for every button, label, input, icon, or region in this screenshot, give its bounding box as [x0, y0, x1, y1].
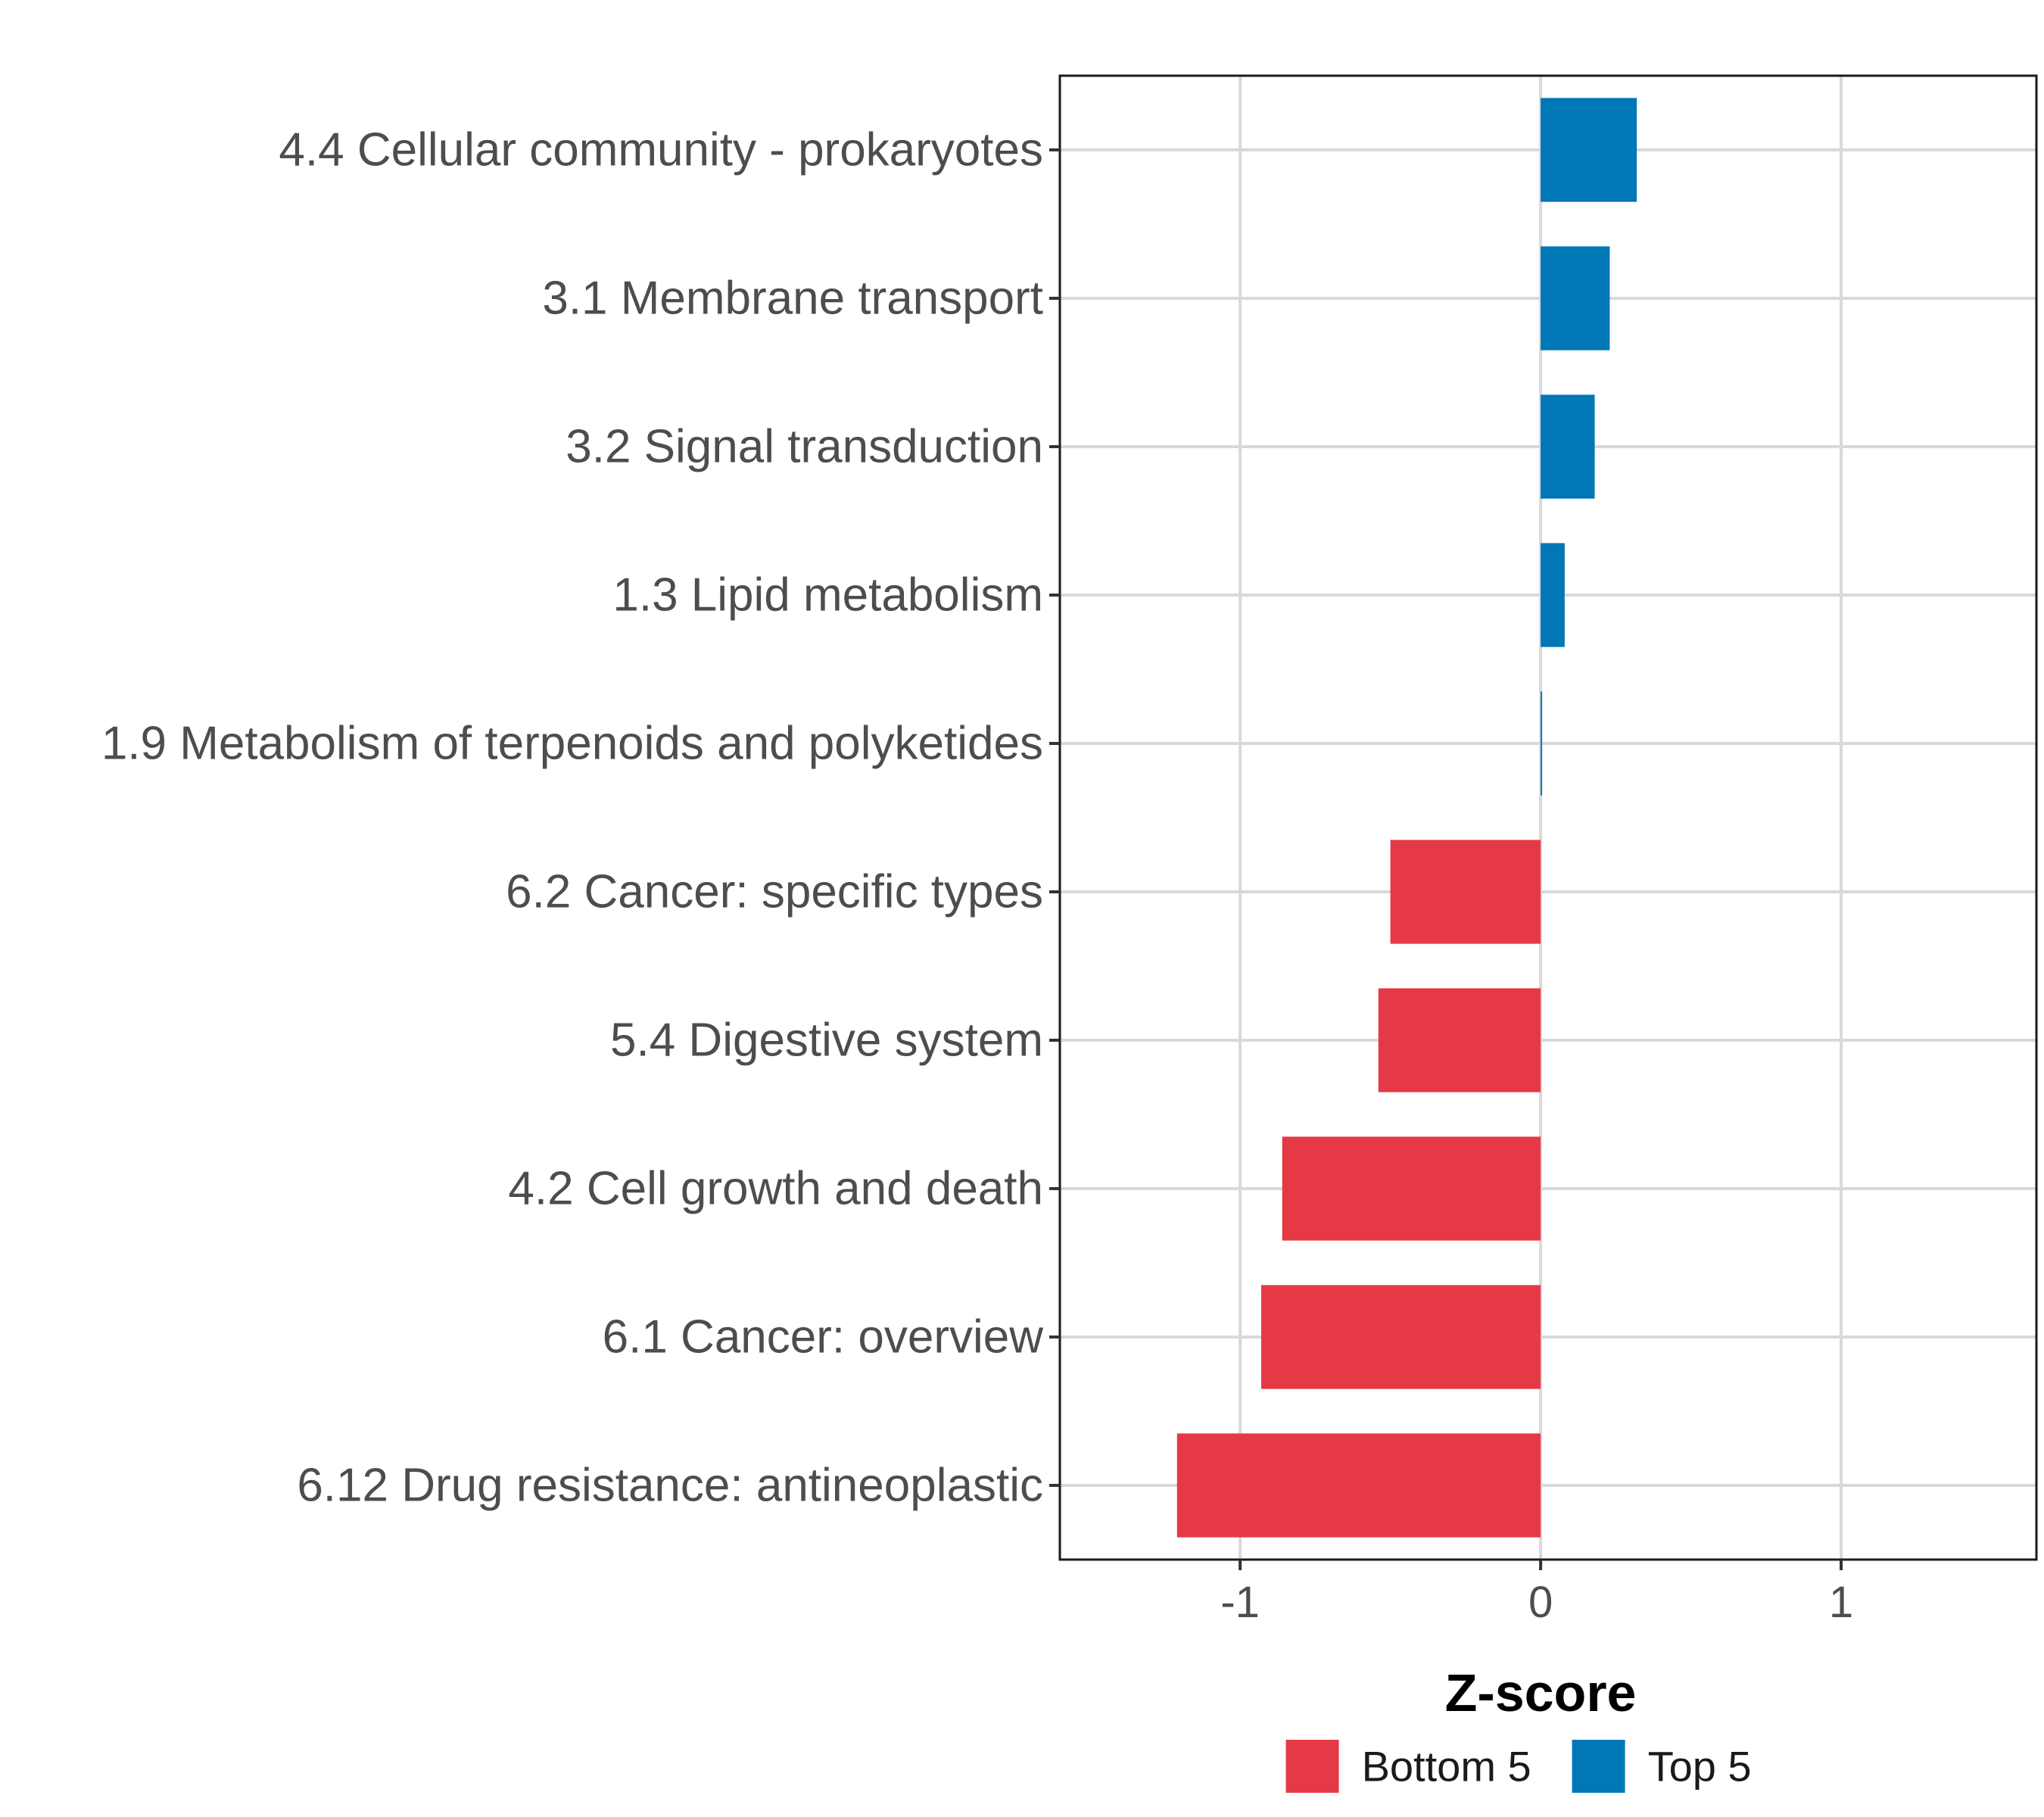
- bar-5: [1541, 691, 1543, 796]
- legend-swatch-bottom-5: [1285, 1740, 1339, 1793]
- x-tick-label: -1: [1220, 1578, 1260, 1627]
- bar-2: [1541, 246, 1610, 351]
- y-tick-label: 6.12 Drug resistance: antineoplastic: [297, 1460, 1043, 1512]
- plot-frame: [1058, 74, 2038, 1561]
- y-axis: 4.4 Cellular community - prokaryotes 3.1 …: [101, 124, 1060, 1512]
- y-tick-label: 1.3 Lipid metabolism: [612, 569, 1043, 622]
- bar-layer: [1176, 98, 1637, 1538]
- legend-label: Top 5: [1648, 1743, 1752, 1791]
- y-tick-label: 6.1 Cancer: overview: [603, 1311, 1044, 1364]
- bar-3: [1541, 394, 1595, 499]
- legend-label: Bottom 5: [1362, 1743, 1531, 1791]
- legend: Bottom 5 Top 5: [1285, 1740, 1752, 1793]
- y-tick-label: 4.2 Cell growth and death: [508, 1163, 1043, 1215]
- legend-swatch-top-5: [1572, 1740, 1625, 1793]
- x-axis-title: Z-score: [1445, 1663, 1637, 1722]
- y-tick-label: 5.4 Digestive system: [610, 1014, 1043, 1067]
- bar-4: [1541, 543, 1565, 647]
- bar-8: [1282, 1136, 1541, 1241]
- y-tick-label: 3.2 Signal transduction: [566, 421, 1043, 473]
- x-tick-label: 0: [1528, 1578, 1553, 1627]
- y-tick-label: 6.2 Cancer: specific types: [506, 866, 1043, 918]
- x-axis: -1 0 1: [1220, 1560, 1853, 1627]
- y-tick-label: 1.9 Metabolism of terpenoids and polyket…: [101, 718, 1043, 770]
- bar-9: [1260, 1285, 1541, 1389]
- bar-1: [1541, 98, 1637, 202]
- x-tick-label: 1: [1829, 1578, 1853, 1627]
- y-tick-label: 4.4 Cellular community - prokaryotes: [279, 124, 1043, 176]
- bar-6: [1390, 840, 1541, 944]
- y-tick-label: 3.1 Membrane transport: [542, 273, 1043, 325]
- bar-10: [1176, 1433, 1541, 1538]
- bar-7: [1378, 988, 1541, 1092]
